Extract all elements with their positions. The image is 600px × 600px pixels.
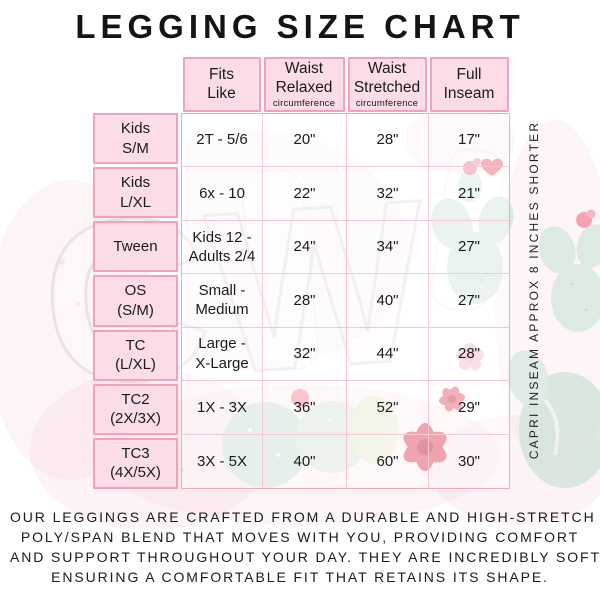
data-cell: 24" [263, 220, 347, 275]
product-description: OUR LEGGINGS ARE CRAFTED FROM A DURABLE … [10, 507, 600, 587]
data-cell: 21" [429, 167, 509, 221]
data-cell: 17" [429, 114, 509, 168]
header-label: Waist Stretched [353, 60, 421, 97]
table-header-row: Fits Like Waist Relaxed circumference Wa… [181, 57, 510, 112]
data-cell: 20" [263, 114, 347, 168]
data-cell: 27" [429, 274, 509, 328]
data-cell: 27" [429, 221, 509, 275]
data-cell: 34" [347, 220, 429, 275]
header-sublabel: circumference [355, 97, 419, 109]
header-label: Full Inseam [443, 65, 495, 103]
data-cell: Large - X-Large [182, 327, 263, 382]
cactus-decoration [431, 158, 514, 304]
data-cell: 60" [347, 434, 429, 488]
data-cell: 29" [429, 381, 509, 435]
description-line: OUR LEGGINGS ARE CRAFTED FROM A DURABLE … [10, 509, 596, 525]
header-cell-waist-stretched: Waist Stretched circumference [347, 57, 427, 112]
header-cell-full-inseam: Full Inseam [429, 57, 509, 112]
data-cell: 1X - 3X [182, 381, 263, 435]
row-label-cell: TC3 (4X/5X) [93, 437, 178, 489]
header-label: Fits Like [207, 65, 236, 103]
data-cell: 28" [347, 114, 429, 168]
size-chart-table: Fits Like Waist Relaxed circumference Wa… [93, 57, 510, 489]
table-body: 2T - 5/6 20" 28" 17" 6x - 10 22" 32" 21"… [181, 113, 510, 489]
data-cell: 3X - 5X [182, 434, 263, 488]
row-label-cell: Tween [93, 221, 178, 273]
header-cell-fits-like: Fits Like [182, 57, 261, 112]
header-label: Waist Relaxed [275, 60, 333, 97]
data-cell: 44" [347, 327, 429, 382]
flower-decoration [456, 343, 484, 370]
page-title: LEGGING SIZE CHART [75, 8, 525, 45]
data-cell: 32" [263, 327, 347, 382]
row-label-cell: Kids L/XL [93, 167, 178, 219]
description-line: AND SUPPORT THROUGHOUT YOUR DAY. THEY AR… [10, 549, 600, 565]
description-line: ENSURING A COMFORTABLE FIT THAT RETAINS … [51, 569, 549, 585]
data-cell: 22" [263, 167, 347, 221]
data-cell: 40" [263, 434, 347, 488]
row-label-cell: Kids S/M [93, 113, 178, 165]
data-cell: 32" [347, 167, 429, 221]
description-line: POLY/SPAN BLEND THAT MOVES WITH YOU, PRO… [20, 529, 580, 545]
data-cell: 52" [347, 381, 429, 435]
data-cell: 36" [263, 381, 347, 435]
data-cell: Kids 12 - Adults 2/4 [182, 220, 263, 275]
capri-inseam-note: CAPRI INSEAM APPROX 8 INCHES SHORTER [527, 120, 541, 460]
flower-decoration [403, 386, 466, 471]
row-label-cell: TC (L/XL) [93, 329, 178, 381]
header-sublabel: circumference [272, 97, 336, 109]
row-label-column: Kids S/M Kids L/XL Tween OS (S/M) TC (L/… [93, 113, 178, 489]
cactus-decoration [507, 350, 600, 488]
data-cell: Small - Medium [182, 274, 263, 328]
data-cell: 40" [347, 274, 429, 328]
cactus-decoration [222, 389, 398, 488]
data-cell: 28" [429, 328, 509, 382]
data-cell: 6x - 10 [182, 167, 263, 221]
data-cell: 30" [457, 452, 480, 470]
row-label-cell: OS (S/M) [93, 275, 178, 327]
data-cell: 2T - 5/6 [182, 114, 263, 168]
row-label-cell: TC2 (2X/3X) [93, 383, 178, 435]
header-cell-waist-relaxed: Waist Relaxed circumference [263, 57, 345, 112]
cactus-decoration [538, 209, 600, 332]
data-cell: 28" [263, 274, 347, 328]
